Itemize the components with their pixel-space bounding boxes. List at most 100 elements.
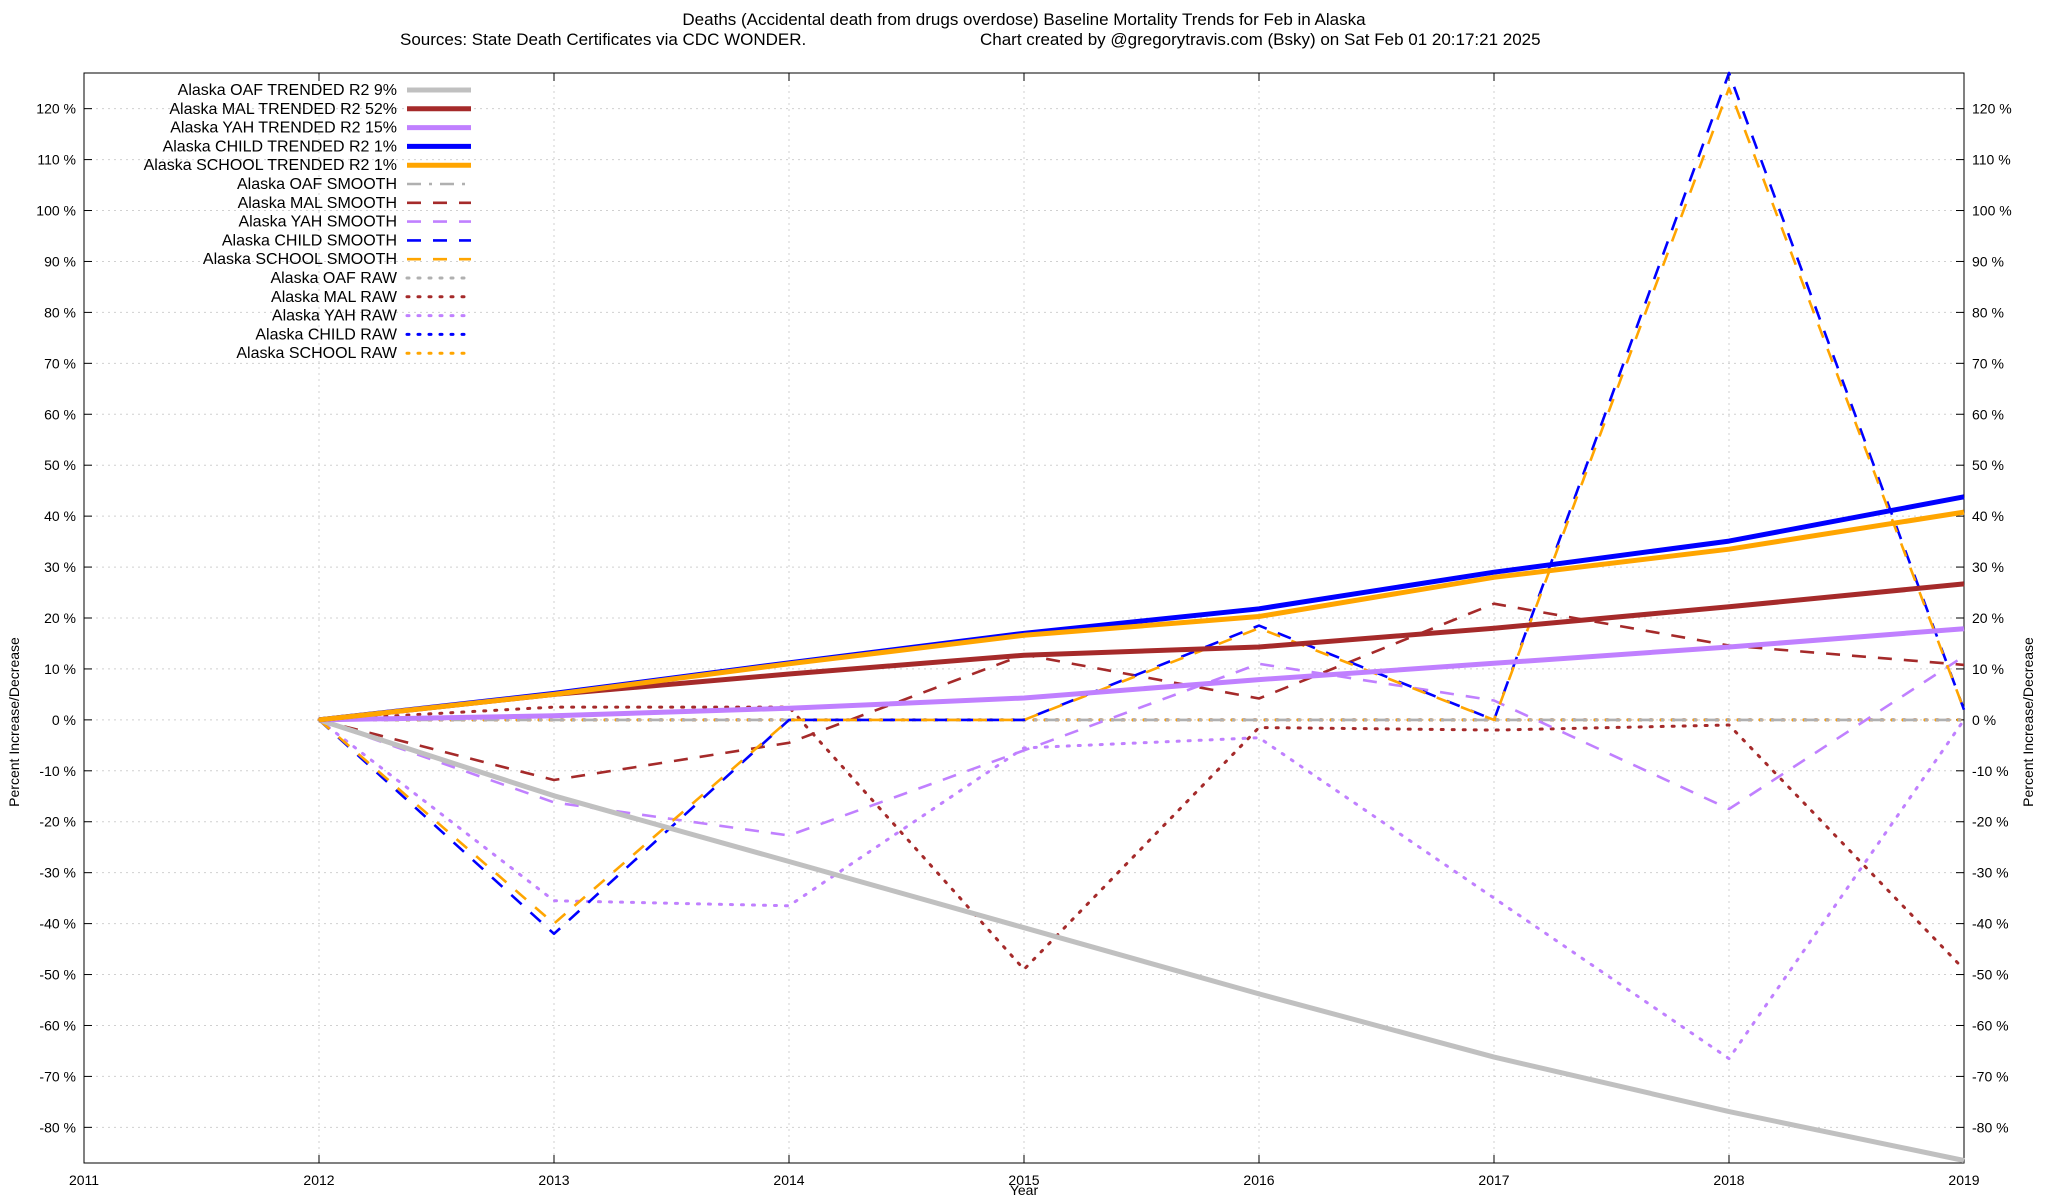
y-tick-label: 100 % [36,203,76,219]
legend-item-alaska-yah-raw: Alaska YAH RAW [272,308,473,325]
grid-lines [83,73,1965,1163]
y-tick-label-right: 0 % [1972,712,1996,728]
y-tick-label: -70 % [39,1068,76,1084]
legend-item-alaska-child-smooth: Alaska CHILD SMOOTH [222,232,471,249]
legend-item-alaska-oaf-smooth: Alaska OAF SMOOTH [237,176,471,193]
legend-label: Alaska SCHOOL TRENDED R2 1% [144,157,397,174]
legend-label: Alaska OAF TRENDED R2 9% [178,82,397,99]
y-tick-label: 50 % [44,457,76,473]
y-tick-label-right: 80 % [1972,304,2004,320]
y-tick-label-right: 70 % [1972,355,2004,371]
y-tick-label: 60 % [44,406,76,422]
legend-item-alaska-mal-smooth: Alaska MAL SMOOTH [238,195,471,212]
legend-item-alaska-oaf-trended-r2: Alaska OAF TRENDED R2 9% [178,82,471,99]
series-lines [317,71,1966,1163]
chart-title: Deaths (Accidental death from drugs over… [682,10,1366,29]
legend-label: Alaska MAL RAW [271,289,398,306]
x-tick-label: 2019 [1948,1172,1979,1188]
legend-label: Alaska SCHOOL RAW [236,345,398,362]
y-tick-label: 20 % [44,610,76,626]
series-line-alaska-yah-raw [317,718,1966,1061]
y-tick-label-right: 90 % [1972,253,2004,269]
x-tick-label: 2014 [773,1172,804,1188]
x-tick-label: 2013 [538,1172,569,1188]
y-axis-label-right: Percent Increase/Decrease [2020,637,2036,807]
legend-label: Alaska MAL TRENDED R2 52% [169,101,397,118]
y-tick-label: 40 % [44,508,76,524]
y-tick-label: 70 % [44,355,76,371]
y-tick-label-right: -60 % [1972,1017,2009,1033]
legend-label: Alaska CHILD RAW [255,326,398,343]
y-tick-label: -10 % [39,763,76,779]
y-tick-label: 120 % [36,101,76,117]
y-tick-label-right: -50 % [1972,967,2009,983]
x-tick-label: 2018 [1713,1172,1744,1188]
y-tick-label-right: 30 % [1972,559,2004,575]
x-tick-label: 2011 [69,1172,99,1188]
legend-label: Alaska YAH RAW [272,308,398,325]
y-tick-label-right: 100 % [1972,203,2012,219]
series-line-alaska-school-trended-r2 [318,509,1965,723]
y-tick-label-right: -70 % [1972,1068,2009,1084]
y-tick-label: 10 % [44,661,76,677]
y-tick-label: 90 % [44,253,76,269]
legend-label: Alaska CHILD TRENDED R2 1% [163,138,397,155]
y-tick-label-right: 60 % [1972,406,2004,422]
y-tick-label-right: 10 % [1972,661,2004,677]
series-line-alaska-oaf-trended-r2 [318,717,1965,1163]
series-line-alaska-child-smooth [318,71,1966,936]
x-tick-label: 2015 [1008,1172,1039,1188]
legend-label: Alaska YAH SMOOTH [238,214,397,231]
y-tick-label-right: 40 % [1972,508,2004,524]
legend-item-alaska-school-raw: Alaska SCHOOL RAW [236,345,473,362]
y-tick-label: -60 % [39,1017,76,1033]
legend-item-alaska-school-trended-r2: Alaska SCHOOL TRENDED R2 1% [144,157,471,174]
y-tick-label-right: 110 % [1972,152,2011,168]
y-tick-label-right: -10 % [1972,763,2009,779]
series-line-alaska-mal-raw [317,705,1966,971]
legend-item-alaska-mal-trended-r2: Alaska MAL TRENDED R2 52% [169,101,471,118]
legend-item-alaska-oaf-raw: Alaska OAF RAW [270,270,473,287]
chart-subtitle-sources: Sources: State Death Certificates via CD… [400,30,806,49]
y-tick-label-right: -30 % [1972,865,2009,881]
legend-label: Alaska MAL SMOOTH [238,195,397,212]
legend-item-alaska-child-trended-r2: Alaska CHILD TRENDED R2 1% [163,138,471,155]
y-tick-label-right: -40 % [1972,916,2009,932]
chart-subtitle-credit: Chart created by @gregorytravis.com (Bsk… [980,30,1541,49]
y-tick-label-right: 20 % [1972,610,2004,626]
legend-item-alaska-child-raw: Alaska CHILD RAW [255,326,473,343]
y-tick-label-right: -80 % [1972,1119,2009,1135]
axes: 2011 2012 2013 2014 2015 2016 2017 2018 2019 -80 … [36,72,2012,1188]
legend-item-alaska-mal-raw: Alaska MAL RAW [271,289,473,306]
y-tick-label: -20 % [39,814,76,830]
y-tick-label-right: 120 % [1972,101,2012,117]
y-tick-label: -80 % [39,1119,76,1135]
y-tick-label: 110 % [37,152,76,168]
legend-label: Alaska SCHOOL SMOOTH [203,251,397,268]
series-line-alaska-yah-smooth [318,655,1965,837]
y-tick-label: 80 % [44,304,76,320]
y-tick-label: -30 % [39,865,76,881]
y-axis-label: Percent Increase/Decrease [6,637,22,807]
legend-item-alaska-yah-trended-r2: Alaska YAH TRENDED R2 15% [170,120,471,137]
legend-label: Alaska OAF RAW [270,270,397,287]
x-tick-label: 2012 [303,1172,334,1188]
legend-label: Alaska YAH TRENDED R2 15% [170,120,397,137]
legend-label: Alaska OAF SMOOTH [237,176,397,193]
y-tick-label-right: -20 % [1972,814,2009,830]
x-axis-label: Year [1010,1182,1039,1198]
x-tick-label: 2016 [1243,1172,1274,1188]
series-line-alaska-yah-trended-r2 [318,626,1965,723]
y-tick-label: 0 % [52,712,76,728]
legend-item-alaska-yah-smooth: Alaska YAH SMOOTH [238,214,471,231]
legend: Alaska OAF TRENDED R2 9% Alaska MAL TREND… [144,82,473,362]
legend-label: Alaska CHILD SMOOTH [222,232,397,249]
y-tick-label: -40 % [39,916,76,932]
y-tick-label-right: 50 % [1972,457,2004,473]
legend-item-alaska-school-smooth: Alaska SCHOOL SMOOTH [203,251,471,268]
x-tick-label: 2017 [1478,1172,1509,1188]
series-line-alaska-mal-trended-r2 [318,581,1965,723]
y-tick-label: -50 % [39,967,76,983]
